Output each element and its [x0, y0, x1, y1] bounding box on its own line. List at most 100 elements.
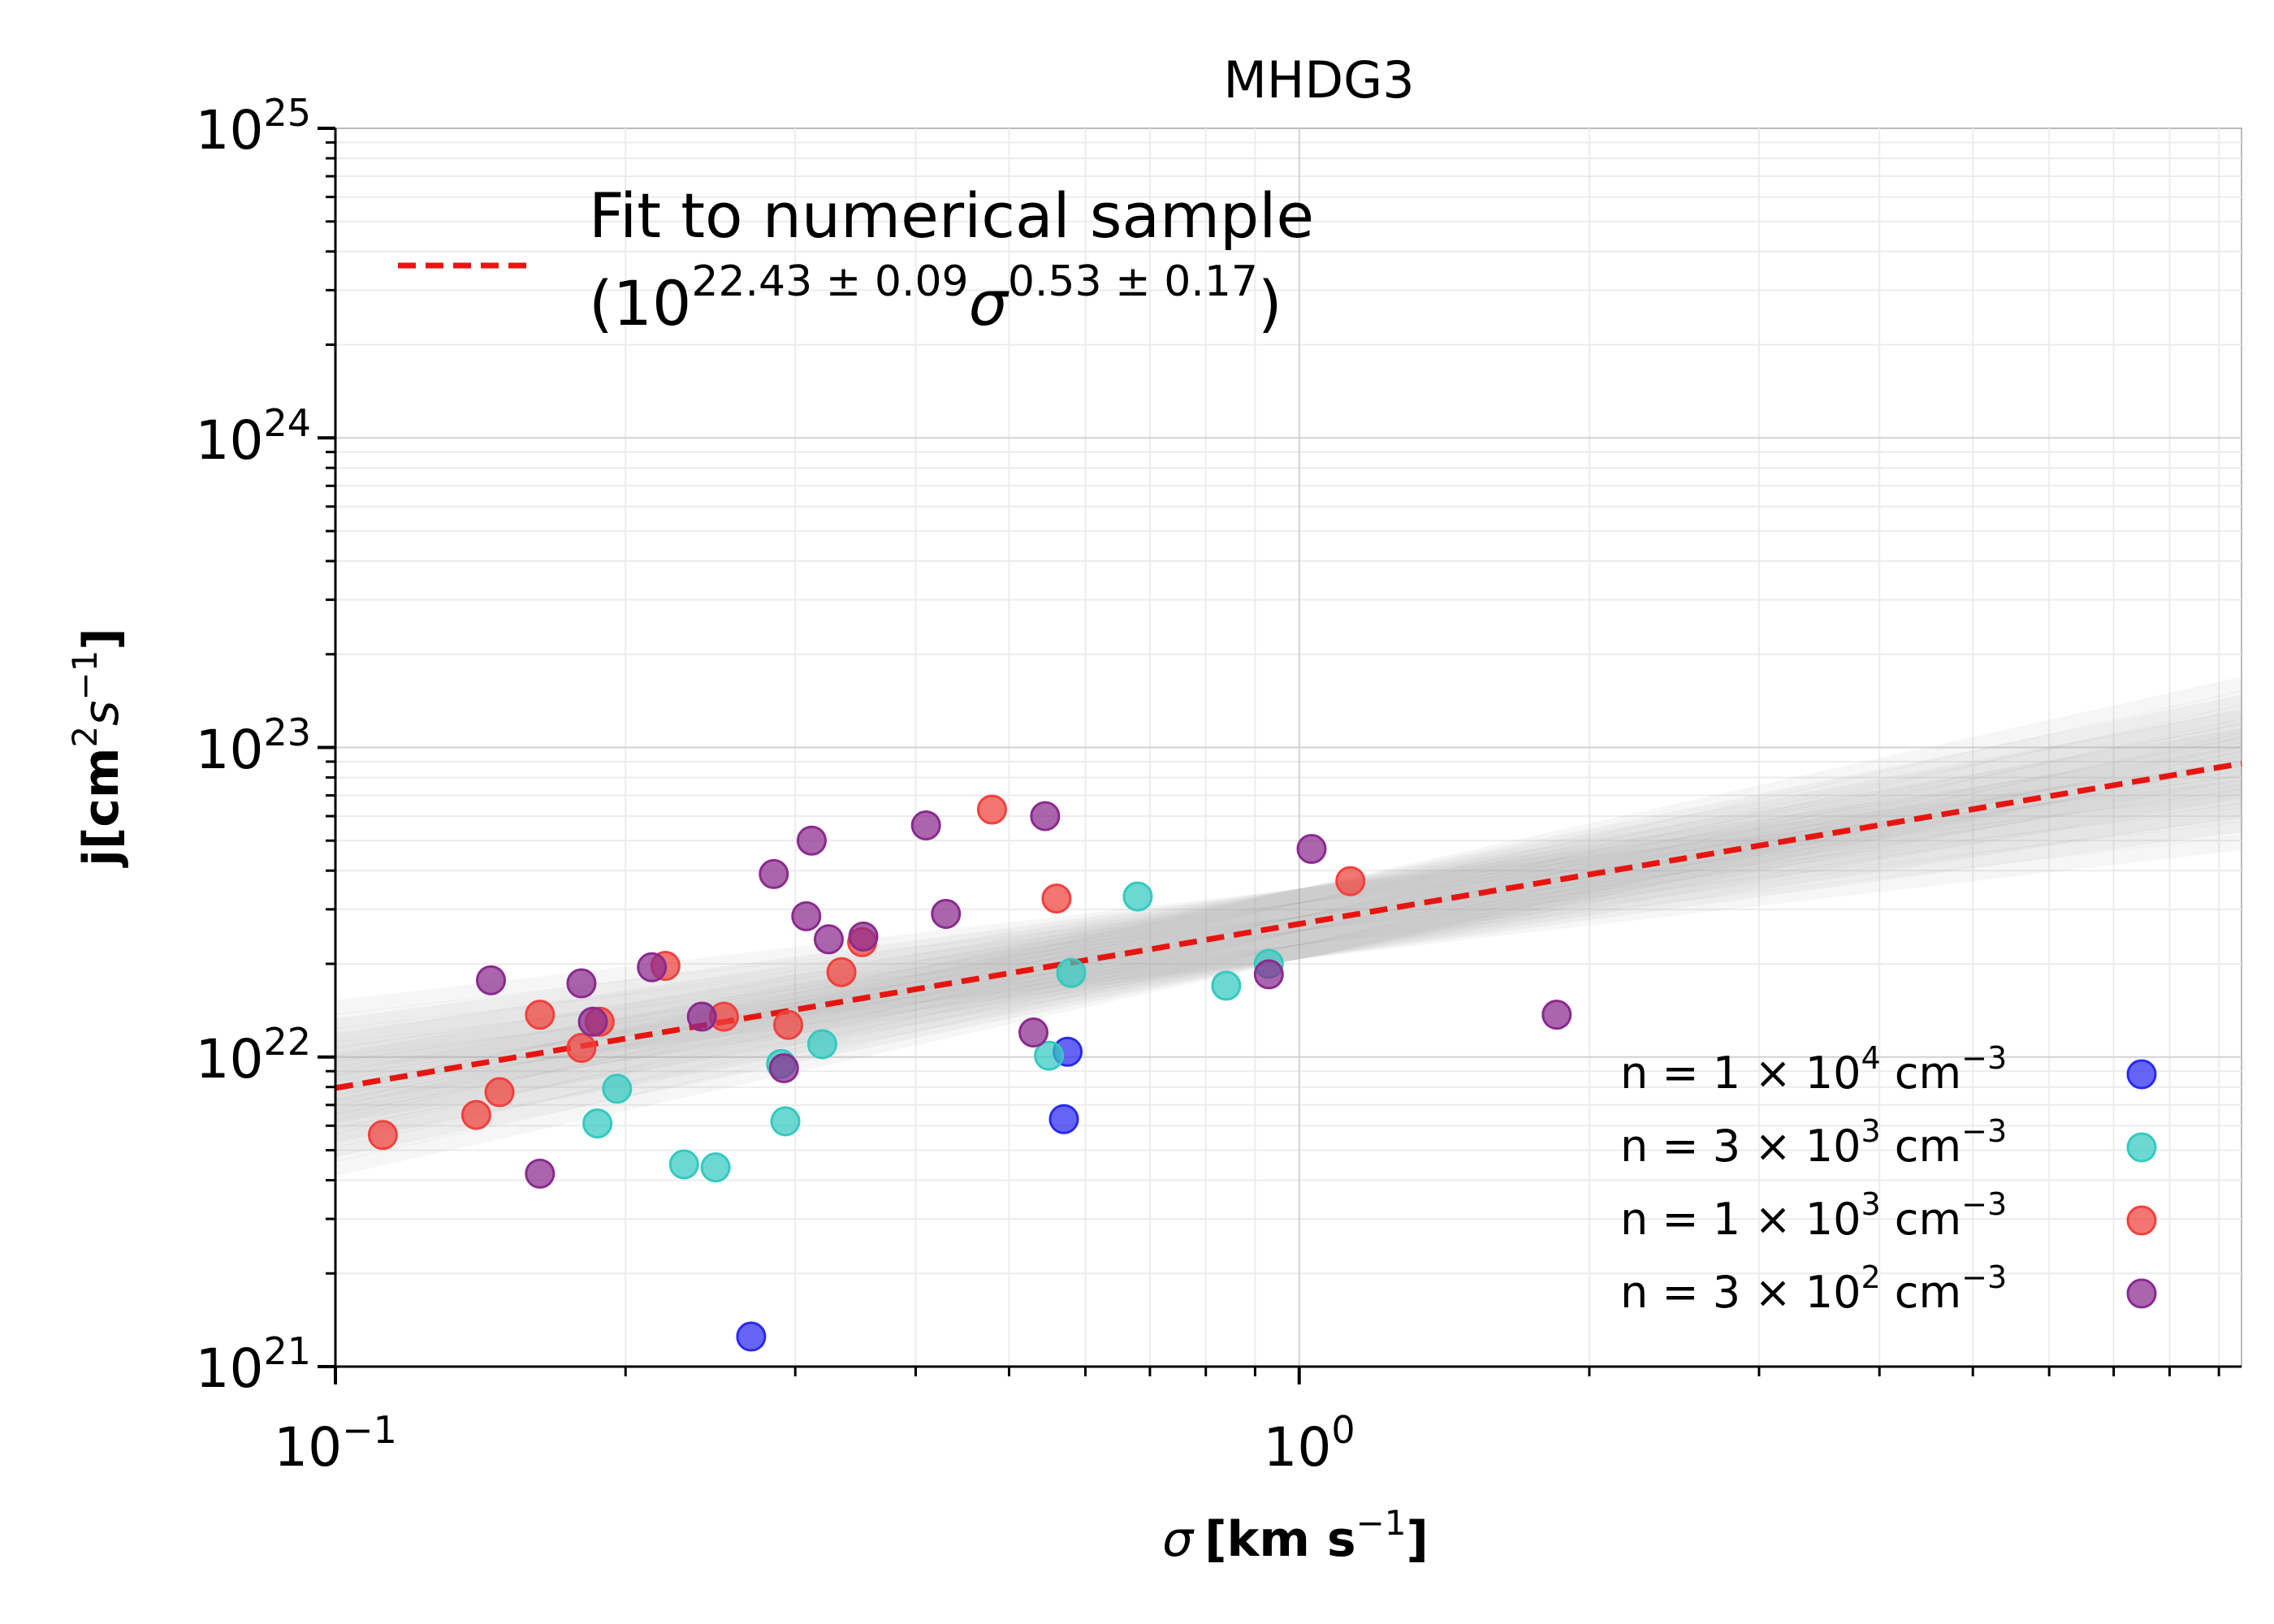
fit-line [335, 760, 2242, 1091]
y-tick-label: 1021 [195, 1329, 311, 1400]
fit-band-line [334, 742, 2243, 1082]
fit-band-line [334, 817, 2243, 1090]
data-point [791, 901, 822, 931]
fit-band-line [334, 690, 2243, 1134]
data-point [686, 1001, 717, 1032]
data-point [700, 1152, 731, 1183]
legend-entry: n = 1 × 104 cm−3 [1620, 1040, 2157, 1099]
data-point [813, 924, 844, 955]
fit-band-line [334, 676, 2243, 1121]
fit-band-line [334, 766, 2243, 1142]
y-tick-label: 1023 [195, 710, 311, 781]
legend-entry: n = 3 × 103 cm−3 [1620, 1113, 2157, 1172]
legend-fit-label-line1: Fit to numerical sample [589, 179, 1314, 252]
data-point [806, 1029, 837, 1060]
axes [318, 127, 2242, 1384]
fit-band-line [334, 835, 2243, 1071]
fit-band-line [334, 709, 2243, 1116]
fit-band-line [334, 770, 2243, 1109]
fit-line-group [335, 760, 2242, 1091]
data-point [566, 968, 597, 999]
data-point [1541, 1000, 1572, 1030]
fit-band-line [334, 803, 2243, 1076]
legend-marker [2126, 1205, 2157, 1236]
fit-band-line [334, 710, 2243, 1086]
fit-band-line [334, 788, 2243, 1091]
legend-label: n = 1 × 103 cm−3 [1620, 1186, 2007, 1245]
data-point [637, 952, 668, 983]
plot-area [334, 127, 2243, 1367]
data-point [460, 1099, 491, 1130]
y-axis-title: j[cm2s−1] [65, 628, 130, 867]
fit-band-line [334, 775, 2243, 1047]
y-tick-label: 1025 [195, 91, 311, 162]
legend-label: n = 3 × 102 cm−3 [1620, 1259, 2007, 1318]
data-point [1041, 883, 1072, 914]
y-tick-label: 1024 [195, 401, 311, 472]
fit-band-line [334, 762, 2243, 1034]
legend-entry: n = 1 × 103 cm−3 [1620, 1186, 2157, 1245]
legend-label: n = 1 × 104 cm−3 [1620, 1040, 2007, 1099]
data-point [848, 921, 879, 952]
x-tick-label: 100 [1263, 1408, 1355, 1479]
data-point [910, 810, 941, 841]
data-point [1335, 866, 1366, 896]
data-point [525, 1158, 556, 1189]
data-point [1034, 1040, 1065, 1071]
fit-uncertainty-bands [334, 676, 2243, 1176]
data-point [736, 1321, 767, 1352]
legend-marker [2126, 1278, 2157, 1309]
data-point [484, 1077, 515, 1108]
fit-band-line [334, 728, 2243, 1068]
chart-title: MHDG3 [1223, 50, 1414, 110]
data-point [582, 1108, 613, 1139]
y-tick-label: 1022 [195, 1020, 311, 1091]
fit-band-line [334, 793, 2243, 1029]
data-point [1018, 1017, 1049, 1048]
legend-series: n = 1 × 104 cm−3 n = 3 × 103 cm−3 n = 1 … [1620, 1040, 2157, 1318]
fit-band-line [334, 821, 2243, 1057]
data-point [668, 1149, 699, 1180]
legend-label: n = 3 × 103 cm−3 [1620, 1113, 2007, 1172]
data-point [768, 1053, 799, 1084]
data-point [931, 898, 962, 929]
legend-marker [2126, 1132, 2157, 1163]
data-point [1048, 1104, 1079, 1134]
x-tick-labels: 10−1 100 [274, 1408, 1355, 1479]
data-point [475, 965, 506, 996]
scatter-points [367, 794, 1572, 1352]
fit-band-line [334, 732, 2243, 1176]
fit-band-line [334, 750, 2243, 1157]
data-point [1056, 957, 1087, 988]
fit-band-line [334, 736, 2243, 1143]
fit-band-line [334, 746, 2243, 1049]
data-point [826, 957, 857, 987]
legend-entry: n = 3 × 102 cm−3 [1620, 1259, 2157, 1318]
data-point [602, 1073, 633, 1104]
data-point [367, 1120, 398, 1151]
legend-fit-label-line2: (1022.43 ± 0.09σ0.53 ± 0.17) [589, 257, 1282, 339]
data-point [1253, 959, 1284, 990]
axis-ticks [318, 127, 2220, 1384]
data-point [759, 858, 789, 889]
x-axis-title: σ [km s−1] [1162, 1503, 1429, 1568]
fit-band-line [334, 784, 2243, 1124]
fit-band-line [334, 719, 2243, 1162]
data-point [1211, 970, 1242, 1001]
legend-marker [2126, 1059, 2157, 1090]
legend-fit: Fit to numerical sample (1022.43 ± 0.09σ… [398, 179, 1314, 339]
data-point [796, 825, 827, 856]
data-point [1122, 881, 1153, 912]
fit-band-line [334, 695, 2243, 1102]
fit-band-line [334, 723, 2243, 1100]
data-point [525, 1000, 556, 1030]
x-tick-label: 10−1 [274, 1408, 397, 1479]
data-point [577, 1006, 608, 1037]
data-point [566, 1033, 597, 1064]
data-point [770, 1106, 801, 1137]
data-point [773, 1009, 804, 1040]
y-tick-labels: 1021 1022 1023 1024 1025 [195, 91, 311, 1400]
data-point [1030, 801, 1061, 831]
fit-band-line [334, 802, 2243, 1105]
